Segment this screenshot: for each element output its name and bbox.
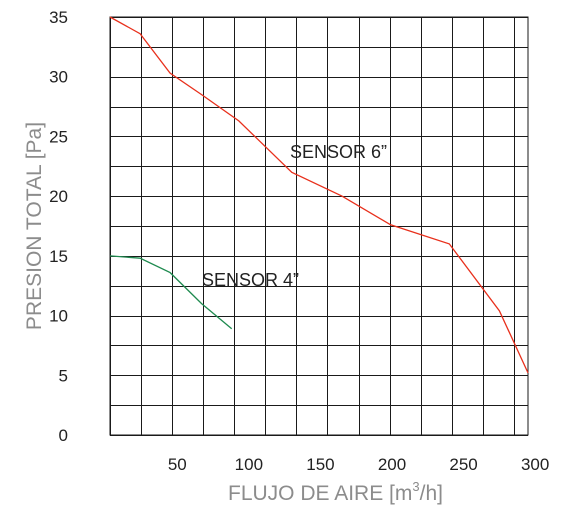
series-line-sensor-4 (109, 255, 233, 330)
x-tick-label: 100 (235, 455, 263, 474)
y-tick-label: 25 (49, 127, 68, 146)
x-tick-label: 50 (168, 455, 187, 474)
y-tick-label: 10 (49, 307, 68, 326)
series-label-sensor-6: SENSOR 6” (290, 142, 387, 162)
plot-frame (109, 16, 529, 436)
series-label-sensor-4: SENSOR 4” (202, 270, 299, 290)
y-axis-title: PRESION TOTAL [Pa] (23, 122, 46, 330)
x-axis-title: FLUJO DE AIRE [m3/h] (228, 479, 443, 505)
x-tick-label: 200 (378, 455, 406, 474)
y-tick-label: 15 (49, 247, 68, 266)
x-axis-title-end: /h] (420, 482, 443, 505)
x-tick-label: 300 (521, 455, 549, 474)
y-tick-label: 5 (59, 366, 68, 385)
x-tick-label: 150 (306, 455, 334, 474)
y-tick-label: 20 (49, 187, 68, 206)
y-tick-label: 35 (49, 8, 68, 27)
series-lines (109, 16, 529, 374)
y-tick-label: 30 (49, 68, 68, 87)
series-line-sensor-6 (109, 16, 529, 374)
x-axis-title-superscript: 3 (412, 479, 419, 494)
y-tick-label: 0 (59, 426, 68, 445)
x-tick-label: 250 (449, 455, 477, 474)
x-axis-title-main: FLUJO DE AIRE [m (228, 482, 412, 505)
grid (110, 17, 528, 436)
tick-labels: 50 100 150 200 250 300 0 5 10 15 20 25 30 35 (49, 8, 549, 474)
